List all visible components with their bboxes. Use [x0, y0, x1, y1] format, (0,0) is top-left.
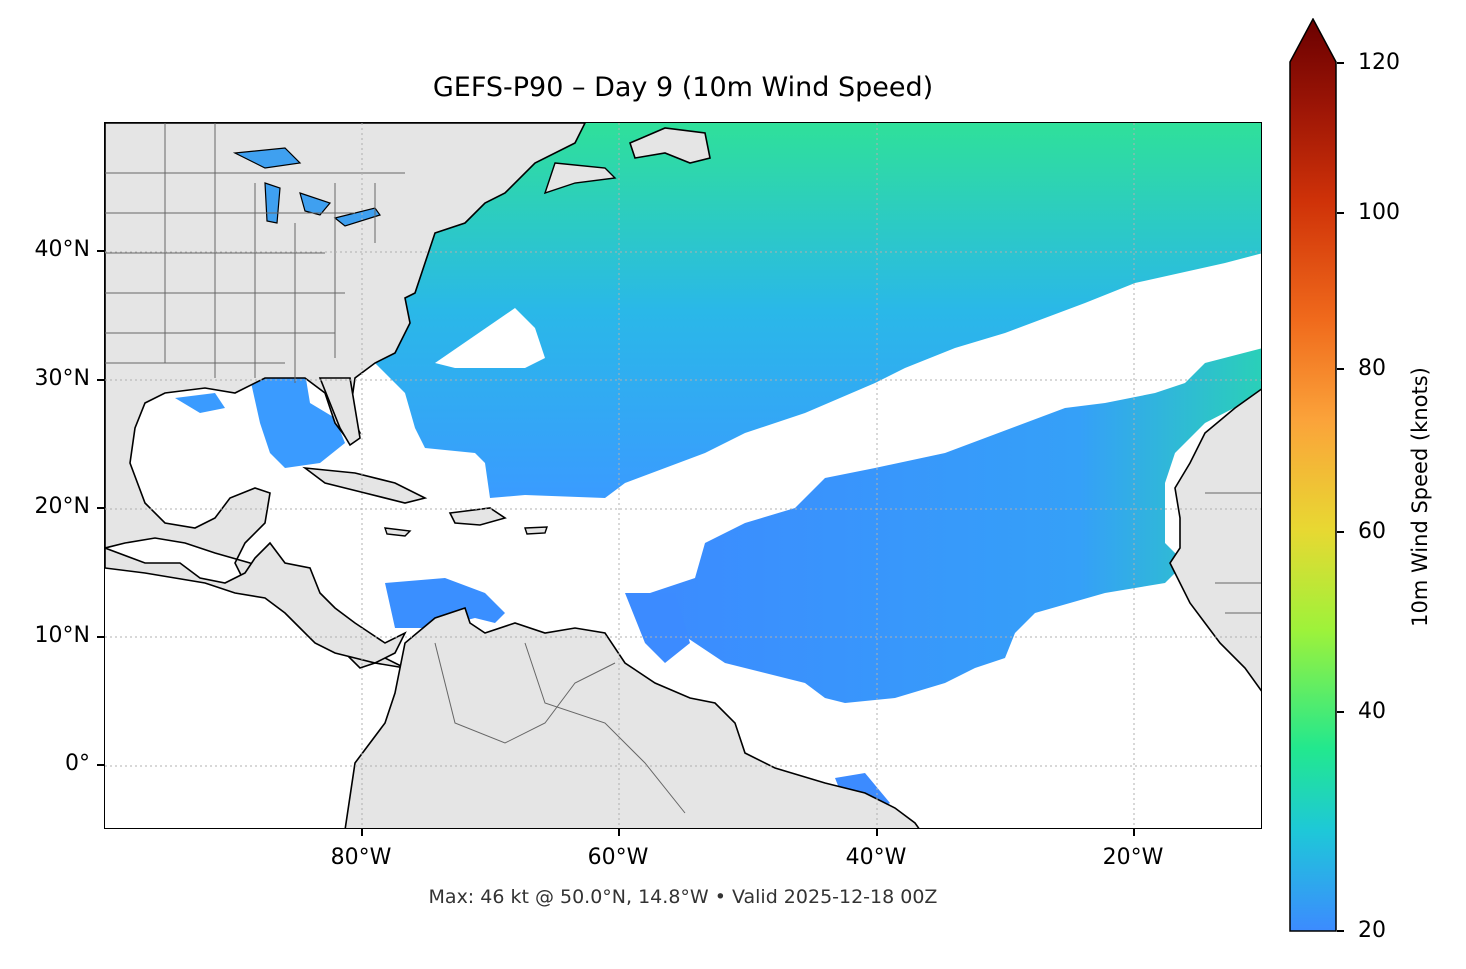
colorbar-tickmark [1337, 930, 1344, 932]
map-panel[interactable] [104, 122, 1262, 829]
land-africa [1169, 388, 1261, 692]
land-florida [318, 377, 361, 447]
lat-tickmark [97, 379, 104, 381]
land-central-america [105, 541, 407, 664]
colorbar-tickmark [1337, 531, 1344, 533]
lon-tick-label: 40°W [845, 845, 907, 870]
lat-tickmark [97, 507, 104, 509]
map-title: GEFS-P90 – Day 9 (10m Wind Speed) [432, 72, 934, 103]
lat-tickmark [97, 764, 104, 766]
colorbar-tick-label: 120 [1358, 50, 1400, 75]
lat-tick-label: 30°N [34, 366, 90, 391]
lon-tick-label: 80°W [330, 845, 392, 870]
lat-tickmark [97, 636, 104, 638]
graticule [105, 123, 1261, 828]
lat-tick-label: 20°N [34, 494, 90, 519]
land-hispaniola [448, 507, 507, 526]
lat-tick-label: 40°N [34, 237, 90, 262]
wind-field-south [650, 348, 1261, 703]
colorbar [1289, 17, 1337, 932]
lon-tickmark [361, 829, 363, 836]
great-lakes [232, 147, 381, 227]
land-south-america [344, 606, 920, 828]
lat-tickmark [97, 250, 104, 252]
colorbar-gradient [1289, 17, 1337, 932]
colorbar-tickmark [1337, 368, 1344, 370]
land-newfoundland [629, 127, 711, 164]
political-borders [105, 123, 1261, 814]
colorbar-tick-label: 100 [1358, 200, 1400, 225]
wind-field-north [315, 123, 1261, 498]
land-cuba [302, 466, 428, 504]
lon-tickmark [876, 829, 878, 836]
wind-field-caribbean [385, 578, 505, 628]
colorbar-tick-label: 40 [1358, 699, 1386, 724]
colorbar-tickmark [1337, 62, 1344, 64]
lat-tick-label: 10°N [34, 623, 90, 648]
lon-tickmark [618, 829, 620, 836]
wind-field-gulf [250, 373, 345, 468]
lon-tickmark [1133, 829, 1135, 836]
colorbar-tick-label: 20 [1358, 918, 1386, 943]
lon-tick-label: 20°W [1102, 845, 1164, 870]
map-canvas [105, 123, 1261, 828]
colorbar-tick-label: 60 [1358, 519, 1386, 544]
colorbar-tickmark [1337, 212, 1344, 214]
colorbar-tickmark [1337, 711, 1344, 713]
colorbar-tick-label: 80 [1358, 356, 1386, 381]
lat-tick-label: 0° [65, 751, 90, 776]
colorbar-label: 10m Wind Speed (knots) [1408, 367, 1432, 627]
max-valid-caption: Max: 46 kt @ 50.0°N, 14.8°W • Valid 2025… [428, 886, 938, 908]
lon-tick-label: 60°W [587, 845, 649, 870]
